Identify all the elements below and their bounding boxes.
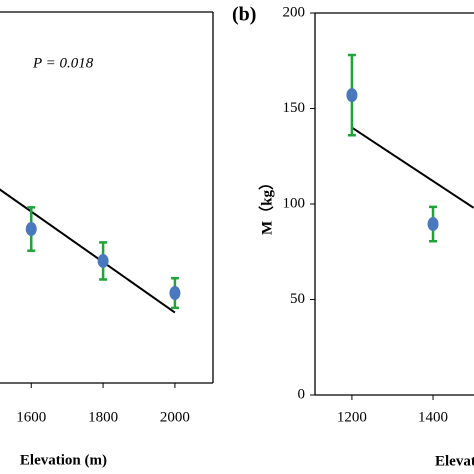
- x-tick-label: 2000: [160, 409, 190, 425]
- y-axis-label: M（kg）: [257, 175, 275, 235]
- data-point: [346, 88, 358, 103]
- data-point: [427, 217, 439, 232]
- data-point: [25, 222, 37, 237]
- x-tick-label: 1200: [337, 409, 367, 425]
- annotation: P = 0.018: [32, 55, 94, 71]
- x-axis-label: Elevation (m): [20, 452, 107, 468]
- y-tick-label: 200: [283, 4, 306, 20]
- data-point: [169, 286, 181, 301]
- y-tick-label: 100: [283, 195, 306, 211]
- x-tick-label: 1800: [88, 409, 118, 425]
- x-tick-label: 1600: [16, 409, 46, 425]
- y-tick-label: 150: [283, 100, 306, 116]
- panel-label: (b): [232, 4, 256, 26]
- x-tick-label: 1400: [418, 409, 448, 425]
- data-point: [97, 253, 109, 268]
- y-tick-label: 0: [298, 386, 306, 402]
- y-tick-label: 50: [290, 291, 305, 307]
- x-axis-label: Elevation (m): [435, 453, 474, 469]
- fit-line: [351, 126, 474, 209]
- fit-line: [0, 188, 176, 314]
